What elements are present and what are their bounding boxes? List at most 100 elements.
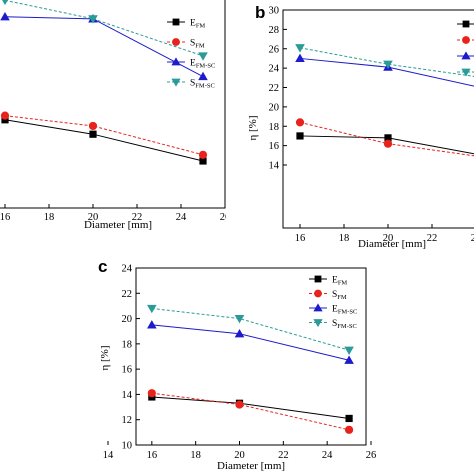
panel-c-series-3-point-3 — [344, 355, 354, 364]
panel-c-x-tick-label-3: 18 — [190, 450, 201, 461]
panel-a-x-axis-label: Diameter [mm] — [84, 219, 152, 231]
panel-a-legend-label-4: SFM-SC — [190, 79, 215, 90]
panel-c-legend-label-main-4: S — [332, 319, 337, 329]
panel-c-legend-label-1: EFM — [332, 276, 347, 287]
panel-a-x-tick-label-5: 24 — [176, 212, 187, 223]
panel-b-y-tick-label-4: 20 — [269, 102, 280, 113]
panel-a-series-2-point-3 — [198, 150, 208, 159]
panel-b-x-tick-label-3: 20 — [383, 233, 394, 244]
panel-b-series-1-point-1 — [296, 132, 304, 140]
panel-a-legend-label-sub-4: FM-SC — [195, 83, 215, 90]
panel-c-y-tick-label-3: 14 — [122, 390, 133, 401]
panel-b-x-axis-label: Diameter [mm] — [358, 238, 426, 250]
panel-c-ticks: 14 16 18 20 22 24 26 10 12 14 16 18 20 22 24 — [103, 264, 377, 462]
panel-b-series-2-point-1 — [295, 118, 305, 127]
panel-a-series-4-point-1 — [2, 0, 8, 6]
panel-c-legend-label-main-3: E — [332, 305, 338, 315]
panel-b-y-tick-label-6: 24 — [269, 64, 280, 75]
panel-a-legend-label-main-1: E — [190, 19, 196, 29]
panel-c-legend-label-sub-4: FM-SC — [337, 323, 357, 330]
panel-c-y-tick-label-1: 10 — [122, 441, 133, 452]
panel-c: c 14 16 18 20 22 24 26 10 12 14 16 18 20 22 24 Diamete… — [98, 257, 376, 472]
panel-a-legend-marker-1 — [172, 18, 180, 26]
panel-c-legend-label-2: SFM — [332, 290, 347, 301]
panel-c-series-3-point-2 — [234, 328, 245, 338]
panel-c-marks — [147, 304, 354, 434]
panel-c-x-tick-label-2: 16 — [147, 450, 158, 461]
panel-a-series-3-point-3 — [198, 71, 208, 81]
panel-c-y-tick-label-2: 12 — [122, 415, 133, 426]
panel-c-y-tick-label-5: 18 — [122, 339, 133, 350]
panel-b-legend-marker-3 — [461, 51, 471, 60]
panel-c-series-2-point-1 — [147, 389, 156, 398]
panel-c-legend-marker-4 — [313, 319, 323, 328]
panel-a-legend-label-main-2: S — [190, 39, 195, 49]
panel-a-legend-marker-2 — [172, 38, 180, 46]
panel-b: b 161820222426141618202224262830 Diamete… — [248, 3, 474, 250]
panel-a-legend-label-main-3: E — [190, 59, 196, 69]
panel-a-ticks: 16 18 20 22 24 26 — [0, 204, 231, 223]
panel-b-marks — [295, 44, 474, 157]
panel-a-legend-label-sub-1: FM — [196, 23, 206, 30]
panel-c-series-3-point-1 — [147, 320, 157, 329]
panel-a-series-line-1 — [4, 119, 204, 162]
panel-b-x-tick-label-5: 24 — [471, 233, 474, 244]
panel-c-series-4-point-2 — [234, 314, 245, 324]
panel-b-series-4-point-1 — [295, 44, 305, 53]
panel-c-series-line-3 — [151, 324, 350, 361]
panel-b-y-tick-label-3: 18 — [269, 122, 280, 133]
panel-c-series-1-point-3 — [345, 414, 353, 423]
panel-c-legend-label-sub-2: FM — [337, 294, 347, 301]
panel-c-letter: c — [98, 257, 107, 276]
panel-c-y-tick-label-6: 20 — [122, 314, 133, 325]
panel-a-series-line-3 — [4, 16, 204, 77]
panel-a-legend-label-3: EFM-SC — [190, 59, 215, 70]
panel-a-x-tick-label-3: 20 — [88, 212, 99, 223]
panel-c-series-line-4 — [151, 307, 350, 351]
panel-c-x-tick-label-6: 24 — [322, 450, 333, 461]
panel-c-legend-label-4: SFM-SC — [332, 319, 357, 330]
panel-c-series-4-point-1 — [147, 304, 157, 314]
panel-a-series-4-point-3 — [198, 52, 208, 61]
panel-c-legend-label-main-1: E — [332, 276, 338, 286]
panel-c-legend-label-main-2: S — [332, 290, 337, 300]
panel-a-x-tick-label-6: 26 — [220, 212, 231, 223]
panel-c-x-tick-label-1: 14 — [103, 450, 114, 461]
panel-b-series-1-point-2 — [384, 134, 392, 142]
panel-a-marks — [0, 0, 208, 165]
panel-a-series-1-point-1 — [1, 116, 9, 124]
panel-a-series-3-point-1 — [0, 11, 10, 21]
panel-c-legend-marker-2 — [314, 289, 322, 298]
panel-b-y-tick-label-5: 22 — [269, 83, 280, 94]
panel-c-series-4-point-3 — [344, 346, 354, 355]
panel-c-legend-marker-1 — [314, 275, 322, 283]
panel-b-y-tick-label-1: 14 — [269, 161, 280, 172]
panel-c-x-tick-label-5: 22 — [278, 450, 289, 461]
panel-b-legend-marker-2 — [462, 36, 470, 44]
panel-a-x-tick-label-2: 18 — [44, 212, 55, 223]
panel-b-y-tick-label-2: 16 — [269, 141, 280, 152]
panel-c-y-tick-label-4: 16 — [122, 365, 133, 376]
panel-c-legend-label-sub-1: FM — [338, 280, 348, 287]
panel-b-y-tick-label-8: 28 — [269, 25, 280, 36]
panel-c-y-tick-label-7: 22 — [122, 289, 133, 300]
panel-a-series-4-point-2 — [88, 15, 98, 24]
panel-c-series-line-1 — [151, 396, 350, 419]
panel-b-x-tick-label-2: 18 — [339, 233, 350, 244]
panel-b-ticks: 161820222426141618202224262830 — [269, 6, 474, 245]
panel-c-plot-frame — [135, 267, 367, 446]
panel-c-x-tick-label-7: 26 — [366, 450, 377, 461]
panel-b-y-tick-label-7: 26 — [269, 44, 280, 55]
panel-a-series-1-point-3 — [199, 157, 207, 165]
panel-a-legend-label-2: SFM — [190, 39, 205, 50]
panel-b-legend-marker-1 — [462, 20, 470, 28]
panel-b-series-4-point-2 — [383, 60, 393, 70]
panel-c-y-tick-label-8: 24 — [122, 264, 133, 275]
panel-b-x-tick-label-4: 22 — [427, 233, 438, 244]
panel-b-legend-marker-4 — [461, 68, 471, 77]
panel-a-series-line-2 — [4, 115, 204, 156]
panel-a-x-tick-label-1: 16 — [0, 212, 10, 223]
panel-c-series-2-point-2 — [235, 400, 244, 409]
panel-c-x-tick-label-4: 20 — [234, 450, 245, 461]
